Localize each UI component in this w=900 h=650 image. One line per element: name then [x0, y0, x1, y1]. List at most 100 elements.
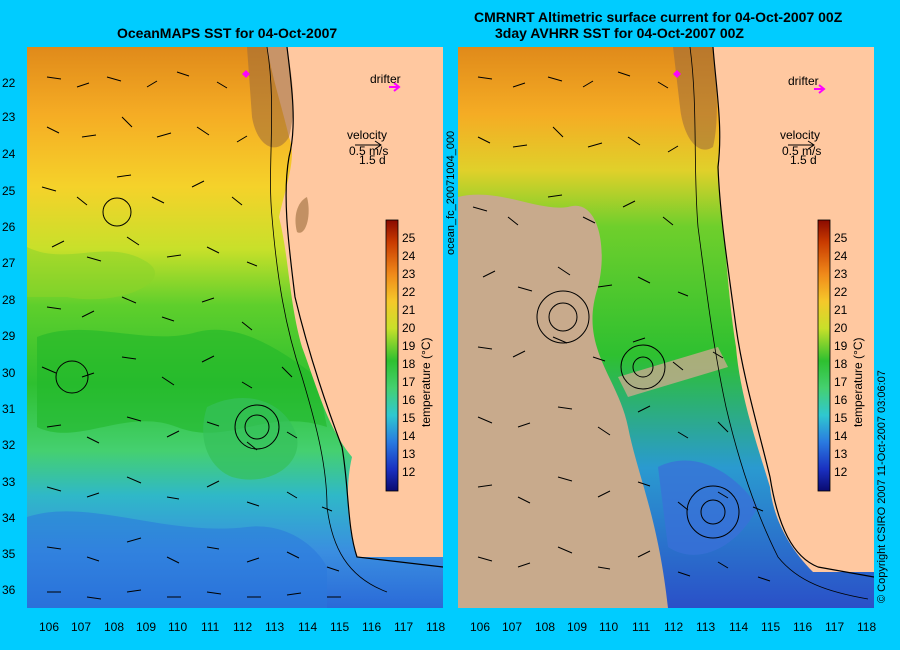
lat-tick: 26 — [2, 220, 16, 234]
colorbar-axis-label: temperature (°C) — [419, 338, 433, 428]
lon-tick: 110 — [168, 620, 187, 634]
cbar-tick: 20 — [402, 321, 416, 335]
lat-tick: 28 — [2, 293, 16, 307]
lon-axis-left: 106 107 108 109 110 111 112 113 114 115 … — [39, 620, 445, 634]
lon-tick: 109 — [567, 620, 587, 634]
lon-tick: 116 — [793, 620, 812, 634]
lat-tick: 33 — [2, 475, 16, 489]
velocity-scale-arrow — [788, 140, 815, 150]
lon-tick: 110 — [599, 620, 618, 634]
lon-tick: 118 — [857, 620, 876, 634]
cbar-tick: 22 — [402, 285, 416, 299]
lon-tick: 112 — [664, 620, 683, 634]
cbar-tick: 24 — [834, 249, 848, 263]
cbar-tick: 18 — [834, 357, 848, 371]
lat-tick: 34 — [2, 511, 16, 525]
right-sst-map: drifter velocity 0.5 m/s 1.5 d 25 24 23 … — [458, 47, 874, 608]
cbar-tick: 13 — [834, 447, 848, 461]
lat-tick: 30 — [2, 366, 16, 380]
cbar-tick: 12 — [834, 465, 848, 479]
lon-tick: 108 — [104, 620, 124, 634]
lon-tick: 117 — [825, 620, 844, 634]
left-map-title: OceanMAPS SST for 04-Oct-2007 — [117, 25, 338, 41]
right-map-title-line1: CMRNRT Altimetric surface current for 04… — [474, 9, 843, 25]
lon-tick: 116 — [362, 620, 381, 634]
right-map-canvas: drifter velocity 0.5 m/s 1.5 d 25 24 23 … — [458, 47, 874, 608]
cbar-tick: 21 — [834, 303, 848, 317]
cbar-tick: 19 — [402, 339, 416, 353]
velocity-label: velocity — [347, 128, 387, 142]
lat-tick: 29 — [2, 329, 16, 343]
velocity-label: velocity — [780, 128, 820, 142]
cbar-tick: 16 — [834, 393, 848, 407]
cbar-tick: 18 — [402, 357, 416, 371]
lon-axis-right: 106 107 108 109 110 111 112 113 114 115 … — [470, 620, 876, 634]
cbar-tick: 25 — [402, 231, 416, 245]
lat-tick: 35 — [2, 547, 16, 561]
lon-tick: 107 — [71, 620, 91, 634]
left-sst-map: drifter velocity 0.5 m/s 1.5 d — [27, 47, 443, 608]
cbar-tick: 15 — [402, 411, 416, 425]
cbar-tick: 19 — [834, 339, 848, 353]
cbar-tick: 14 — [402, 429, 416, 443]
lon-tick: 118 — [426, 620, 445, 634]
velocity-scale-arrow — [355, 140, 382, 150]
drifter-label: drifter — [788, 74, 819, 88]
drifter-marker — [673, 70, 681, 78]
lat-tick: 22 — [2, 76, 16, 90]
cbar-tick: 17 — [402, 375, 416, 389]
lat-tick: 23 — [2, 110, 16, 124]
left-map-canvas: drifter velocity 0.5 m/s 1.5 d — [27, 47, 443, 608]
lat-tick: 31 — [2, 402, 16, 416]
colorbar-axis-label: temperature (°C) — [851, 338, 865, 428]
lon-tick: 106 — [470, 620, 490, 634]
cbar-tick: 14 — [834, 429, 848, 443]
cbar-tick: 23 — [402, 267, 416, 281]
drifter-legend-arrow — [814, 84, 826, 94]
lon-tick: 113 — [696, 620, 715, 634]
lon-tick: 111 — [201, 620, 220, 634]
forecast-file-id: ocean_fc_20071004_000 — [445, 130, 457, 255]
lon-tick: 107 — [502, 620, 522, 634]
left-current-vectors — [41, 71, 341, 600]
lat-tick: 25 — [2, 184, 16, 198]
cbar-tick: 12 — [402, 465, 416, 479]
velocity-duration: 1.5 d — [359, 153, 386, 167]
velocity-duration: 1.5 d — [790, 153, 817, 167]
lon-tick: 108 — [535, 620, 555, 634]
drifter-label: drifter — [370, 72, 401, 86]
drifter-legend-arrow — [389, 82, 401, 92]
cbar-tick: 15 — [834, 411, 848, 425]
lon-tick: 115 — [330, 620, 349, 634]
lon-tick: 111 — [632, 620, 651, 634]
cbar-tick: 17 — [834, 375, 848, 389]
cbar-tick: 13 — [402, 447, 416, 461]
lon-tick: 117 — [394, 620, 413, 634]
lon-tick: 109 — [136, 620, 156, 634]
lon-tick: 114 — [298, 620, 317, 634]
lon-tick: 114 — [729, 620, 748, 634]
lon-tick: 113 — [265, 620, 284, 634]
cbar-tick: 25 — [834, 231, 848, 245]
right-current-vectors — [472, 71, 771, 582]
lon-tick: 106 — [39, 620, 59, 634]
cbar-tick: 23 — [834, 267, 848, 281]
lat-tick: 24 — [2, 147, 16, 161]
right-colorbar: 25 24 23 22 21 20 19 18 17 16 15 14 13 1… — [817, 219, 865, 492]
velocity-speed: 0.5 m/s — [782, 144, 821, 158]
velocity-speed: 0.5 m/s — [349, 144, 388, 158]
lat-tick: 36 — [2, 583, 16, 597]
lat-axis-left: 22 23 24 25 26 27 28 29 30 31 32 33 34 3… — [2, 76, 16, 597]
cbar-tick: 21 — [402, 303, 416, 317]
cbar-tick: 22 — [834, 285, 848, 299]
lon-tick: 112 — [233, 620, 252, 634]
cbar-tick: 24 — [402, 249, 416, 263]
lon-tick: 115 — [761, 620, 780, 634]
left-colorbar: 25 24 23 22 21 20 19 18 17 16 15 14 13 1… — [385, 219, 433, 492]
lat-tick: 27 — [2, 256, 16, 270]
copyright-text: © Copyright CSIRO 2007 11-Oct-2007 03:06… — [876, 370, 888, 603]
cbar-tick: 20 — [834, 321, 848, 335]
drifter-marker — [242, 70, 250, 78]
cbar-tick: 16 — [402, 393, 416, 407]
right-map-title-line2: 3day AVHRR SST for 04-Oct-2007 00Z — [495, 25, 744, 41]
